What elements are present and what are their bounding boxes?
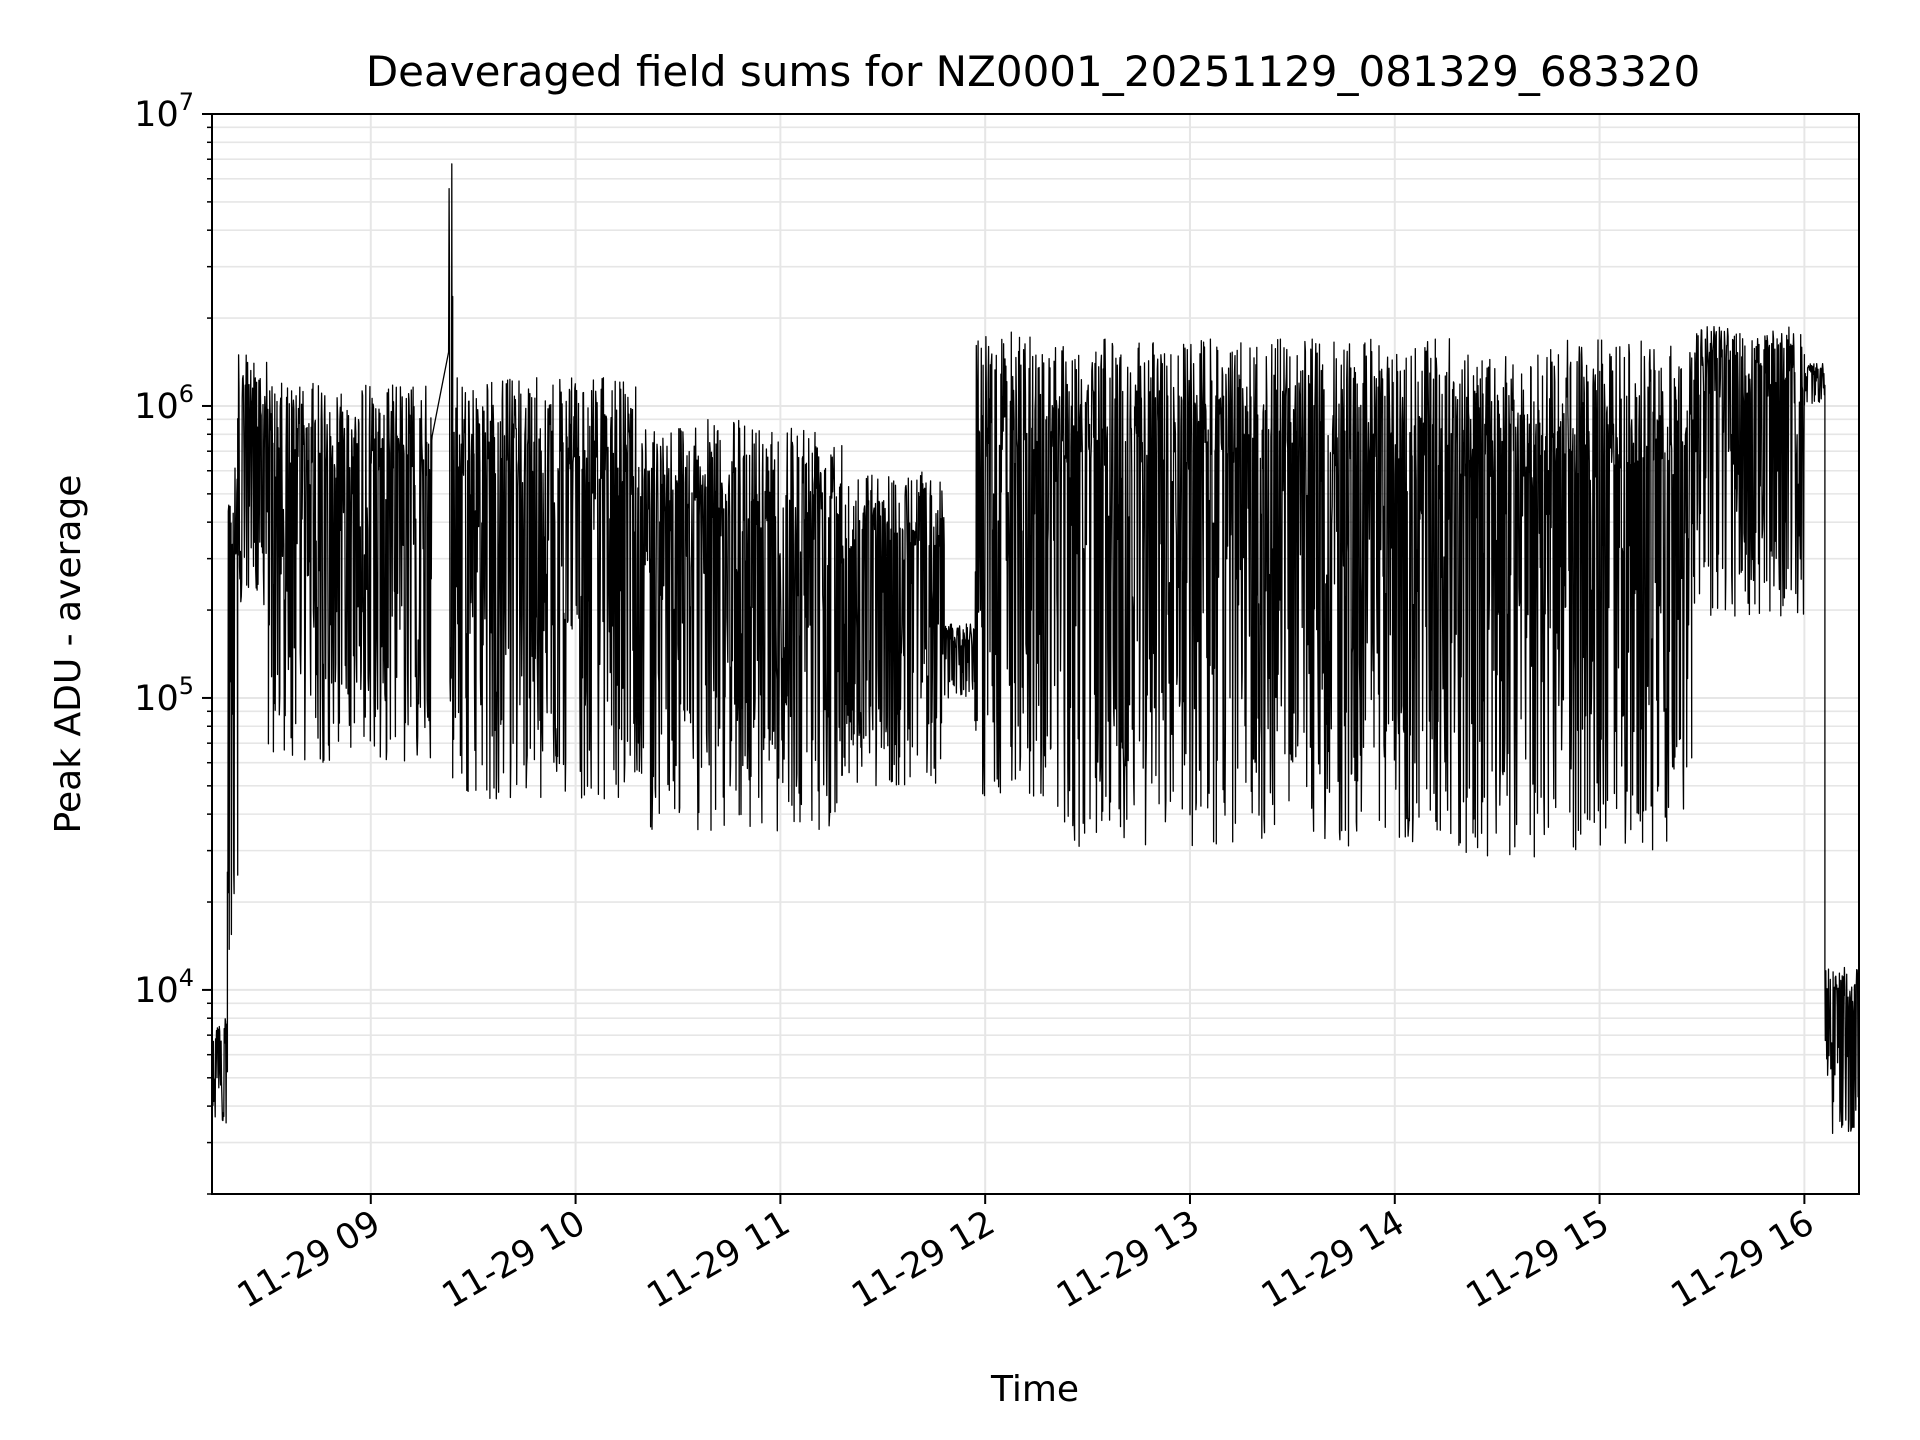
y-axis-label: Peak ADU - average [48, 475, 89, 834]
series-line [211, 163, 1860, 1135]
chart-title: Deaveraged field sums for NZ0001_2025112… [366, 47, 1700, 96]
series-group [211, 163, 1860, 1135]
y-tick-label: 107 [134, 88, 194, 135]
y-tick-label: 104 [134, 964, 194, 1011]
y-axis: 104 105 106 107 [134, 88, 212, 1195]
x-axis-label: Time [990, 1369, 1079, 1410]
y-tick-label: 105 [134, 672, 194, 719]
plot-frame [211, 113, 1860, 1195]
y-tick-label: 106 [134, 380, 194, 427]
